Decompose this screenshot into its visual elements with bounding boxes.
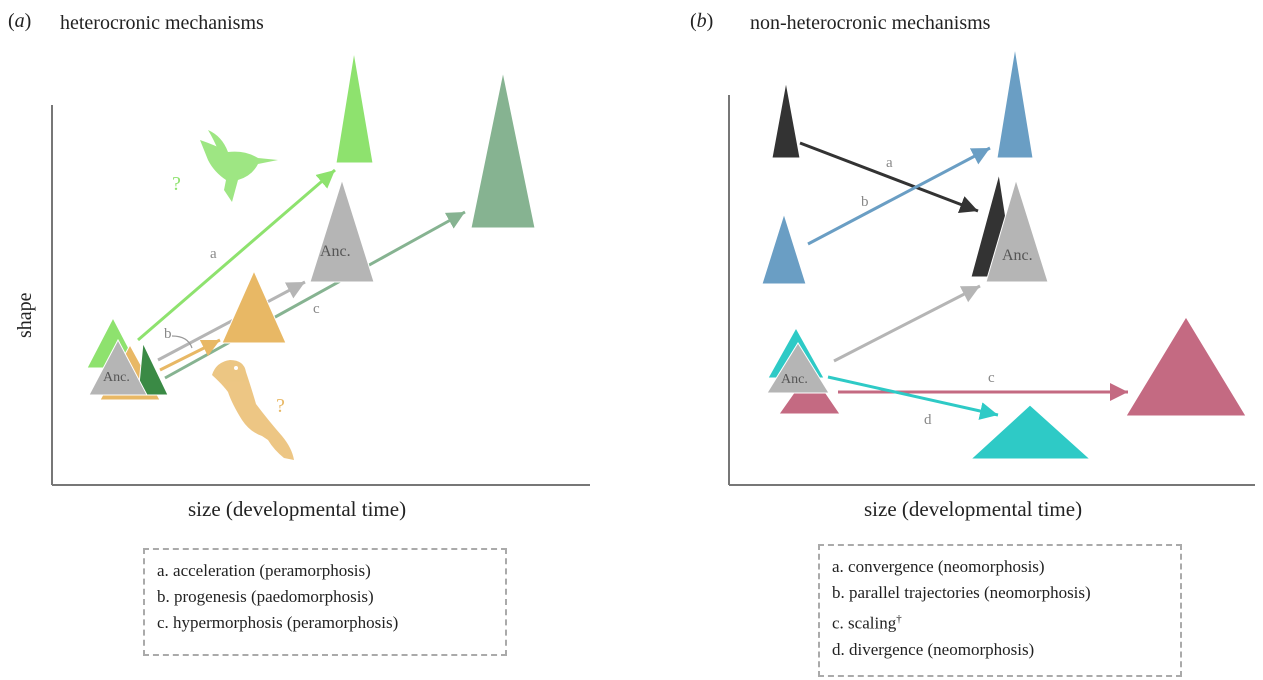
arrow-b-orange (159, 338, 221, 372)
legend-a-item: b. progenesis (paedomorphosis) (157, 587, 374, 606)
arrow-a-acceleration (137, 168, 336, 342)
legend-b-scaling-text: c. scaling (832, 613, 897, 633)
legend-b-item-scaling: c. scaling† (832, 606, 1168, 637)
arrow-c-hypermorphosis (164, 210, 466, 380)
triangle-dark-small (771, 81, 801, 159)
triangle-dark-green-small (137, 341, 169, 396)
triangle-grey-ancestor-large (309, 178, 375, 283)
anc-label-a-small: Anc. (103, 370, 130, 385)
legend-a: a. acceleration (peramorphosis) b. proge… (143, 548, 507, 656)
arrow-label-b: b (164, 326, 172, 342)
paren-close: ) (706, 10, 714, 32)
legend-a-item: a. acceleration (peramorphosis) (157, 561, 371, 580)
anc-label-a-large: Anc. (320, 243, 351, 260)
triangle-rose-large (1125, 316, 1247, 417)
triangle-ancestor-grey (88, 338, 148, 396)
triangle-blue-small (761, 212, 807, 285)
triangle-blue-tall (996, 47, 1034, 159)
panel-b-tag: (b) (690, 10, 713, 33)
dagger-mark: † (896, 613, 902, 625)
arrow-label-c: c (313, 301, 320, 317)
arrow-label-a: a (210, 246, 217, 262)
panel-a-tag: (a) (8, 10, 31, 33)
legend-a-item: c. hypermorphosis (peramorphosis) (157, 613, 399, 632)
arrow-b-curve (171, 335, 193, 349)
songbird-icon (212, 360, 294, 460)
arrow-b-parallel (807, 146, 991, 246)
legend-b: a. convergence (neomorphosis) b. paralle… (818, 544, 1182, 677)
triangle-grey-ancestor-b-large (985, 178, 1049, 283)
panel-b-axes (728, 95, 1255, 486)
triangle-sage-green-tall (470, 71, 536, 229)
triangle-ancestor-b-grey (766, 342, 830, 394)
panel-b-tag-letter: b (696, 10, 707, 32)
arrow-a-convergence (799, 141, 979, 213)
triangle-cyan-wide (969, 404, 1092, 460)
x-axis-label-b: size (developmental time) (864, 497, 1083, 521)
paren-close: ) (24, 10, 32, 32)
arrow-grey-b (833, 284, 981, 363)
arrow-d-divergence (827, 375, 999, 420)
arrow-label-b-c: c (988, 370, 995, 386)
arrow-label-b-d: d (924, 412, 932, 428)
anc-label-b-small: Anc. (781, 372, 808, 387)
arrow-label-b-a: a (886, 155, 893, 171)
anc-label-b-large: Anc. (1002, 247, 1033, 264)
paren-open: ( (690, 10, 697, 32)
hummingbird-icon (200, 130, 278, 202)
legend-b-item: d. divergence (neomorphosis) (832, 639, 1035, 659)
legend-b-item: b. parallel trajectories (neomorphosis) (832, 583, 1091, 602)
paren-open: ( (8, 10, 15, 32)
triangle-orange-large (221, 269, 287, 344)
panel-b-title: non-heterocronic mechanisms (750, 12, 991, 34)
panel-a-title: heterocronic mechanisms (60, 12, 264, 34)
arrow-label-b-b: b (861, 194, 869, 210)
triangle-light-green-tall (335, 51, 374, 164)
panel-a-axes (51, 105, 590, 486)
panel-a-tag-letter: a (14, 10, 25, 32)
diagram-canvas: Anc. Anc. a b c ? ? Anc. Anc. a b c d (51, 47, 1255, 486)
question-mark-orange: ? (276, 395, 285, 417)
question-mark-green: ? (172, 173, 181, 195)
legend-b-item: a. convergence (neomorphosis) (832, 557, 1045, 576)
x-axis-label-a: size (developmental time) (188, 497, 407, 521)
